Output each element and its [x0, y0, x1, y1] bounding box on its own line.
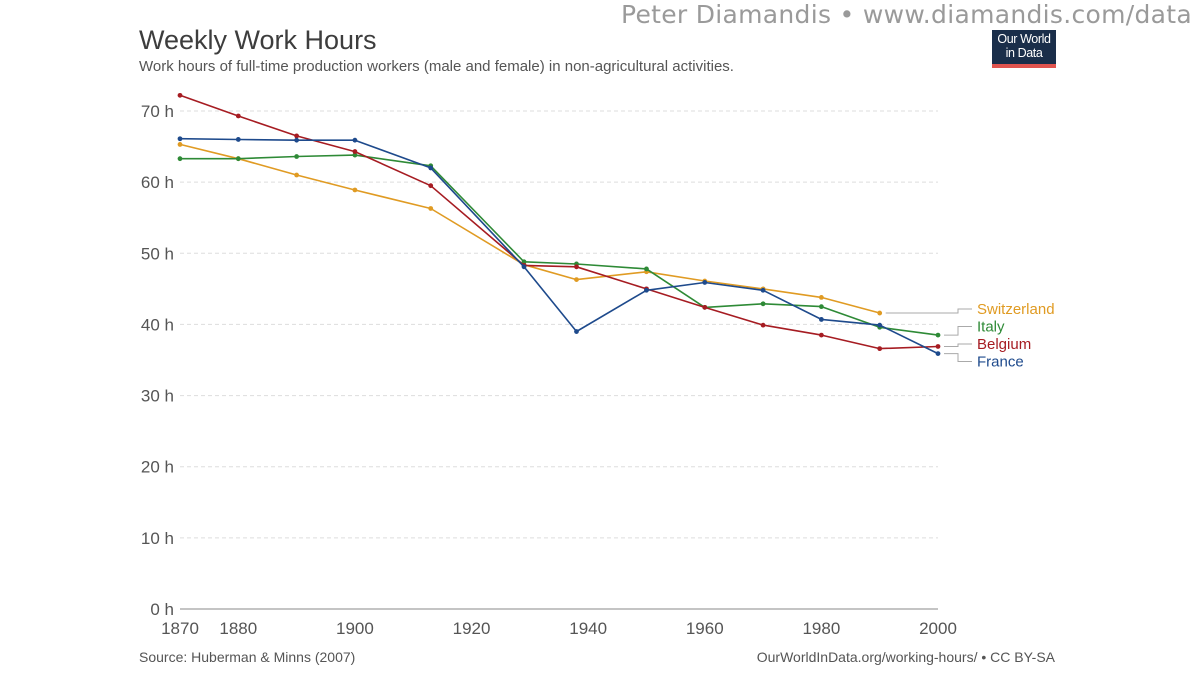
x-tick-label: 1900 [336, 619, 374, 638]
x-tick-label: 1920 [453, 619, 491, 638]
data-point-italy [760, 301, 766, 307]
source-note: Source: Huberman & Minns (2007) [139, 649, 356, 665]
data-point-belgium [760, 322, 766, 328]
legend-label-italy: Italy [977, 319, 1005, 336]
data-point-switzerland [352, 187, 358, 193]
data-point-italy [352, 152, 358, 158]
series-line-switzerland [179, 143, 880, 314]
data-point-france [760, 287, 766, 293]
x-tick-label: 1870 [161, 619, 199, 638]
data-point-france [574, 329, 579, 334]
series-line-france [179, 137, 939, 355]
data-point-italy [935, 332, 941, 338]
data-point-italy [818, 304, 824, 310]
data-point-switzerland [428, 206, 434, 211]
data-point-france [235, 137, 241, 142]
data-point-france [521, 264, 527, 270]
owid-logo[interactable]: Our World in Data [992, 30, 1056, 68]
data-point-belgium [177, 92, 183, 98]
legend-label-france: France [977, 354, 1024, 371]
legend-connector [944, 353, 972, 362]
data-point-italy [294, 154, 300, 159]
data-point-switzerland [294, 172, 300, 178]
x-tick-label: 1960 [686, 619, 724, 638]
data-point-belgium [935, 344, 941, 349]
license-link[interactable]: OurWorldInData.org/working-hours/ • CC B… [756, 649, 1055, 665]
data-point-belgium [574, 264, 579, 270]
chart-title: Weekly Work Hours [139, 25, 377, 55]
data-point-france [877, 322, 883, 328]
data-point-france [702, 280, 708, 285]
data-point-france [177, 136, 183, 142]
y-tick-label: 30 h [141, 387, 174, 406]
x-tick-label: 1940 [569, 619, 607, 638]
data-point-belgium [294, 133, 300, 139]
y-tick-label: 0 h [150, 600, 174, 619]
y-tick-label: 50 h [141, 244, 174, 263]
data-point-france [644, 287, 649, 293]
data-point-belgium [235, 113, 241, 119]
data-point-france [428, 165, 434, 171]
data-point-belgium [702, 304, 708, 310]
y-tick-label: 60 h [141, 173, 174, 192]
data-point-switzerland [877, 310, 883, 316]
data-point-france [352, 137, 358, 143]
legend-label-belgium: Belgium [977, 336, 1031, 353]
data-point-italy [177, 156, 183, 162]
legend-label-switzerland: Switzerland [977, 301, 1055, 318]
data-point-italy [644, 266, 649, 272]
y-tick-label: 10 h [141, 529, 174, 548]
logo-line-2: in Data [1005, 46, 1043, 60]
y-tick-label: 40 h [141, 315, 174, 334]
legend-connector [885, 308, 972, 314]
logo-line-1: Our World [997, 32, 1051, 46]
data-point-switzerland [818, 294, 824, 300]
chart-subtitle: Work hours of full-time production worke… [139, 58, 734, 75]
y-tick-label: 20 h [141, 458, 174, 477]
legend-connector [944, 326, 972, 336]
data-point-france [935, 351, 941, 356]
data-point-belgium [428, 183, 434, 189]
y-tick-label: 70 h [141, 102, 174, 121]
data-point-switzerland [177, 142, 183, 147]
legend-connector [944, 343, 972, 347]
data-point-belgium [877, 346, 883, 352]
x-tick-label: 1880 [219, 619, 257, 638]
x-tick-label: 2000 [919, 619, 957, 638]
watermark-text: Peter Diamandis • www.diamandis.com/data [620, 0, 1192, 29]
x-tick-label: 1980 [802, 619, 840, 638]
data-point-france [294, 137, 300, 143]
data-point-switzerland [574, 277, 579, 283]
data-point-italy [235, 156, 241, 162]
data-point-italy [521, 259, 527, 265]
data-point-belgium [818, 332, 824, 338]
data-point-belgium [352, 149, 358, 154]
data-point-france [818, 317, 824, 322]
